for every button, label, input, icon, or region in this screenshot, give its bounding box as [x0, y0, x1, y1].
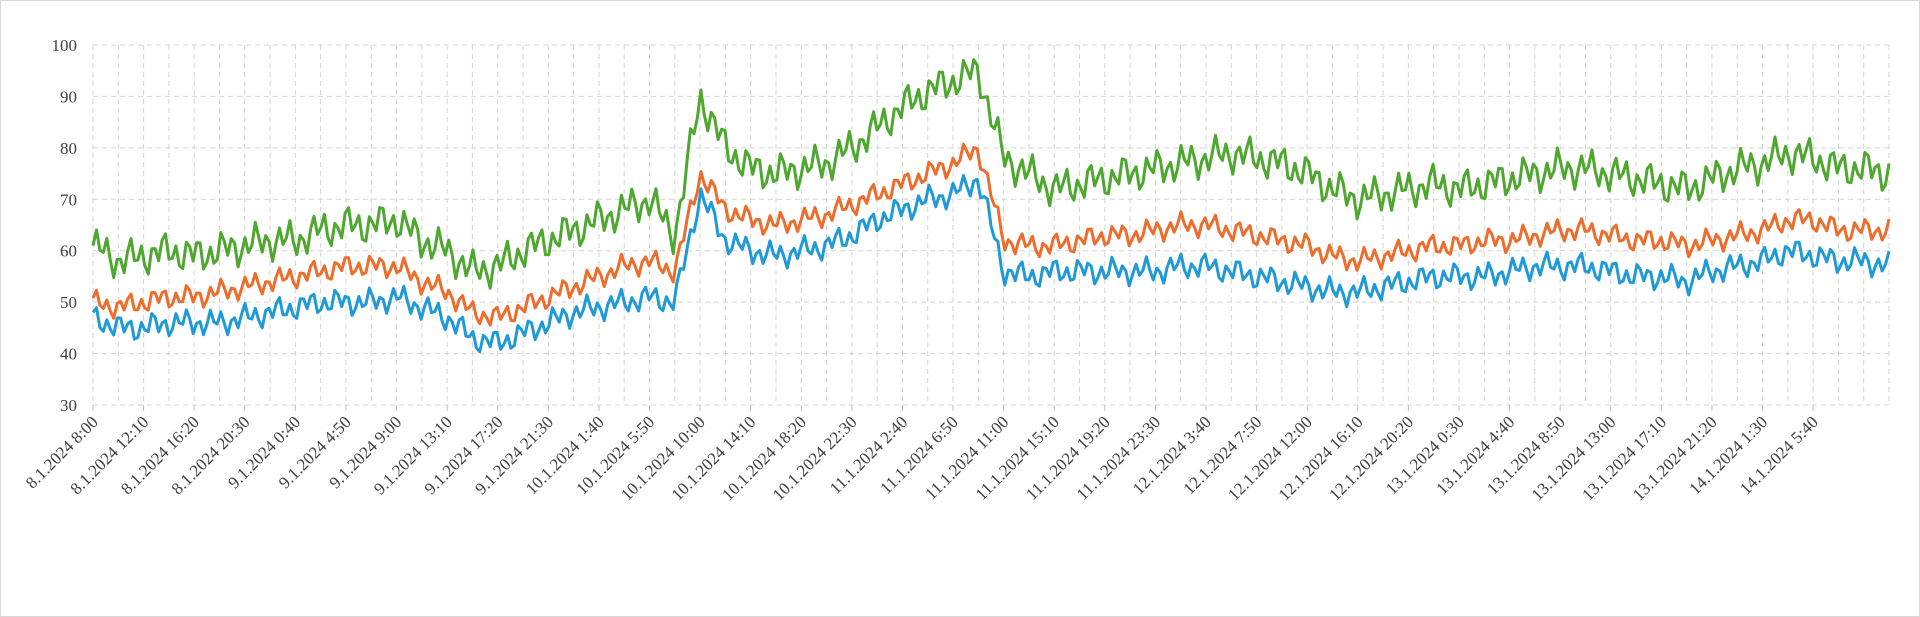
- y-axis: 100 90 80 70 60 50 40 30: [52, 36, 78, 415]
- y-tick-label: 60: [60, 242, 77, 261]
- x-axis: 8.1.2024 8:008.1.2024 12:108.1.2024 16:2…: [22, 405, 1822, 504]
- y-tick-label: 90: [60, 87, 77, 106]
- grid-layer: [92, 44, 1890, 406]
- y-tick-label: 70: [60, 190, 77, 209]
- y-tick-label: 40: [60, 345, 77, 364]
- y-tick-label: 80: [60, 139, 77, 158]
- y-tick-label: 100: [52, 36, 78, 55]
- series-layer: [91, 58, 1891, 354]
- y-tick-label: 30: [60, 396, 77, 415]
- series-line-upper: [91, 58, 1891, 290]
- series-line-middle: [91, 142, 1891, 327]
- series-line-lower: [91, 174, 1891, 354]
- y-tick-label: 50: [60, 293, 77, 312]
